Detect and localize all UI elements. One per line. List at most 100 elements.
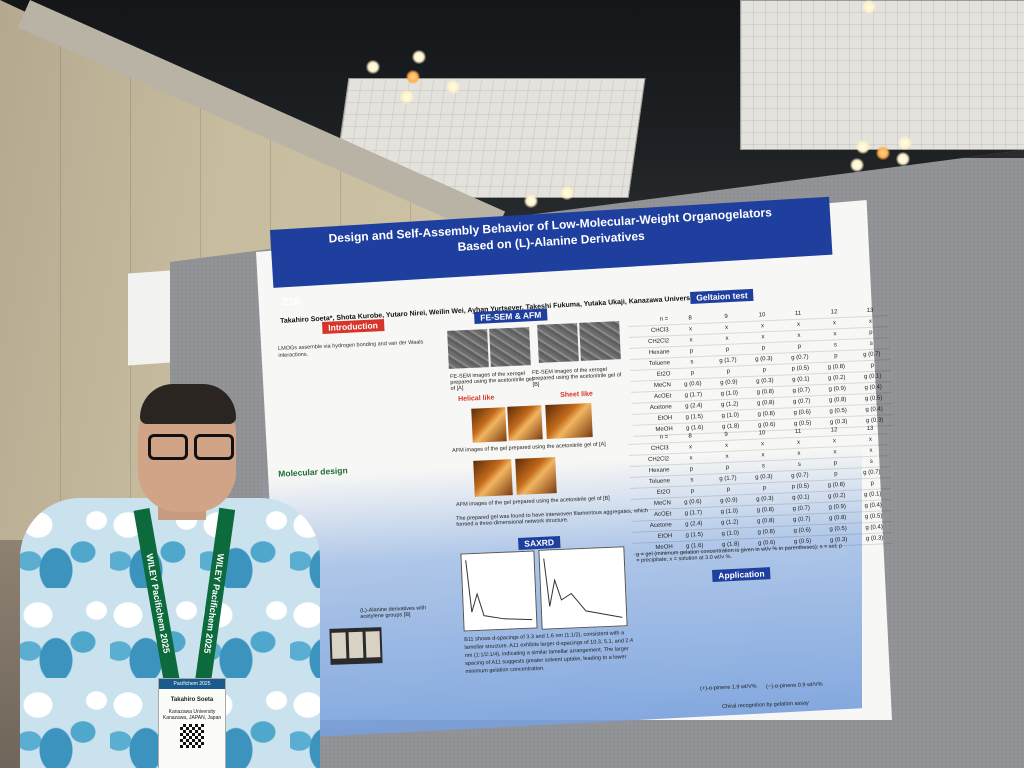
ceiling-light — [412, 50, 426, 64]
table-cell: x — [833, 449, 837, 456]
table-cell: s — [690, 359, 694, 366]
table-cell: g (0.7) — [792, 516, 811, 524]
table-cell: g (0.9) — [720, 379, 738, 387]
table-cell: EtOH — [657, 415, 673, 422]
ceiling-light — [898, 136, 912, 150]
table-cell: p (0.5) — [791, 483, 810, 491]
table-cell: p — [689, 466, 694, 473]
table-cell: p — [797, 343, 802, 350]
afm-image — [545, 402, 593, 440]
table-cell: 9 — [724, 313, 728, 320]
table-cell: g (0.6) — [684, 498, 702, 506]
table-cell: g (1.0) — [721, 530, 740, 538]
table-cell: 11 — [794, 428, 802, 436]
table-cell: g (0.8) — [828, 396, 847, 404]
table-cell: Et2O — [656, 489, 671, 496]
table-cell: g (0.8) — [756, 399, 775, 407]
table-cell: 13 — [866, 425, 874, 432]
table-cell: 10 — [758, 312, 766, 319]
table-cell: 12 — [830, 427, 838, 434]
vial — [348, 631, 364, 659]
table-cell: g (0.8) — [756, 506, 775, 514]
table-cell: g (0.4) — [865, 524, 883, 532]
table-cell: g (0.5) — [829, 407, 847, 415]
table-cell: x — [761, 452, 765, 459]
table-cell: g (0.5) — [864, 395, 883, 403]
table-cell: Acetone — [649, 522, 672, 530]
table-cell: x — [689, 337, 693, 344]
table-cell: CH2Cl2 — [647, 456, 670, 464]
table-cell: g (0.1) — [863, 373, 882, 381]
table-cell: x — [725, 335, 729, 342]
table-cell: 9 — [724, 431, 728, 438]
sheet-label: Sheet like — [560, 390, 593, 399]
table-cell: g (0.3) — [865, 535, 884, 543]
table-cell: p — [726, 368, 731, 375]
table-cell: g (1.7) — [684, 391, 703, 399]
table-cell: p — [762, 367, 767, 374]
table-cell: CH2Cl2 — [647, 338, 670, 346]
ceiling-light — [560, 186, 574, 200]
table-cell: g (0.7) — [791, 354, 809, 362]
saxrd-curve-b — [543, 558, 623, 618]
table-cell: Toluene — [648, 360, 671, 368]
table-cell: x — [760, 323, 765, 330]
table-cell: 10 — [758, 430, 766, 437]
table-cell: g (0.7) — [863, 469, 881, 477]
table-cell: g (0.5) — [829, 525, 847, 533]
table-cell: g (0.9) — [828, 503, 847, 511]
table-cell: g (0.8) — [756, 517, 775, 525]
name-badge: Pacifichem 2025 Takahiro Soeta Kanazawa … — [158, 678, 226, 768]
table-cell: g (0.8) — [827, 481, 846, 489]
table-cell: p — [690, 488, 695, 495]
table-cell: x — [868, 436, 873, 443]
table-cell: 12 — [830, 309, 838, 316]
table-cell: s — [690, 477, 694, 484]
table-cell: MeCN — [653, 500, 672, 507]
table-cell: g (1.5) — [685, 531, 704, 539]
table-cell: p — [761, 345, 766, 352]
table-cell: x — [725, 453, 729, 460]
table-cell: g (1.0) — [721, 412, 740, 420]
saxrd-curve-a — [465, 560, 533, 621]
table-cell: s — [761, 463, 766, 470]
table-cell: x — [724, 442, 729, 449]
afm-image — [473, 459, 513, 497]
table-cell: x — [797, 332, 801, 339]
table-cell: Toluene — [648, 478, 671, 486]
table-cell: g (0.8) — [827, 363, 846, 371]
table-cell: p — [833, 460, 838, 467]
table-cell: p — [870, 362, 875, 369]
helical-label: Helical like — [458, 394, 495, 403]
table-cell: g (0.3) — [756, 377, 774, 385]
ceiling-light — [862, 0, 876, 14]
table-cell: 13 — [866, 307, 874, 314]
section-saxrd: SAXRD — [518, 535, 561, 550]
table-cell: p — [690, 370, 695, 377]
table-cell: g (0.8) — [828, 514, 847, 522]
ceiling-light — [850, 158, 864, 172]
ceiling-light — [406, 70, 420, 84]
table-cell: g (0.4) — [864, 384, 883, 392]
table-cell: x — [688, 326, 693, 333]
table-cell: p — [869, 329, 873, 336]
table-cell: g (1.7) — [684, 509, 703, 517]
table-cell: g (1.2) — [721, 401, 739, 409]
table-cell: 8 — [688, 433, 692, 440]
table-cell: g (1.7) — [719, 357, 737, 365]
table-cell: Acetone — [649, 404, 672, 412]
afm-image — [507, 405, 543, 441]
table-cell: g (0.7) — [791, 472, 809, 480]
fesem-image — [537, 323, 579, 363]
table-cell: MeCN — [653, 382, 672, 389]
table-cell: p — [870, 480, 875, 487]
badge-name: Takahiro Soeta — [170, 697, 214, 703]
ceiling-panel — [740, 0, 1024, 150]
table-cell: g (0.6) — [684, 380, 702, 388]
fesem-image — [447, 329, 489, 369]
table-cell: x — [724, 324, 729, 331]
table-cell: g (0.8) — [756, 388, 775, 396]
table-cell: g (0.4) — [865, 406, 883, 414]
table-cell: g (0.9) — [720, 497, 738, 505]
